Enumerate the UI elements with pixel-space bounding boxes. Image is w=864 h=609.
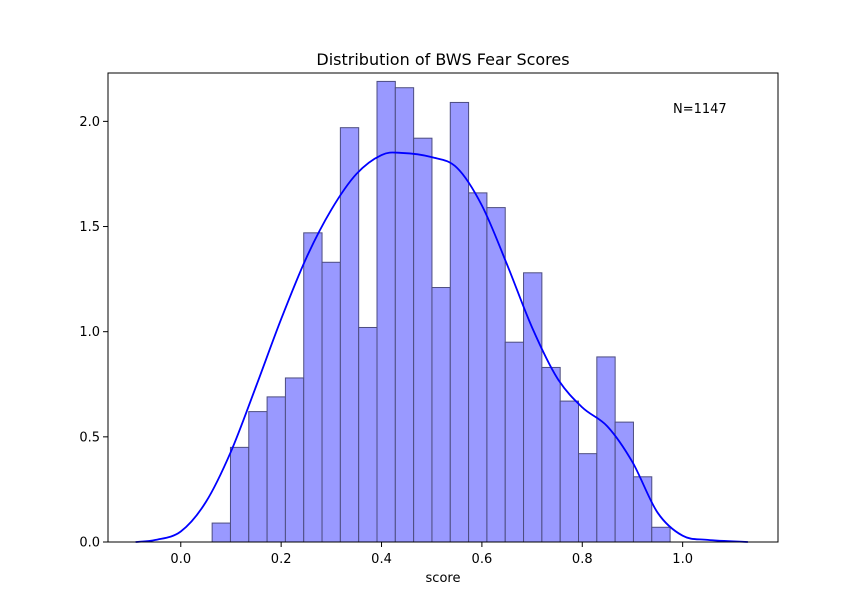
histogram-bar (284, 377, 305, 543)
y-tick-label: 0.0 (79, 536, 100, 551)
x-axis-label: score (426, 571, 461, 586)
y-tick-label: 1.5 (79, 220, 100, 235)
histogram-bar (376, 80, 396, 543)
histogram-bar (578, 453, 598, 543)
histogram-bar (229, 446, 250, 543)
y-tick-label: 0.5 (79, 430, 100, 445)
y-tick-label: 2.0 (79, 115, 100, 130)
histogram-bar (541, 366, 561, 543)
x-tick-label: 1.0 (672, 552, 693, 567)
histogram-bar (632, 476, 653, 543)
sample-size-annotation: N=1147 (673, 102, 727, 117)
x-tick-label: 0.2 (271, 552, 292, 567)
histogram-bars (211, 80, 671, 543)
x-tick-label: 0.0 (170, 552, 191, 567)
histogram-bar (468, 192, 488, 543)
histogram-bar (321, 261, 341, 543)
y-tick-label: 1.0 (79, 325, 100, 340)
y-axis-ticks: 0.0 0.5 1.0 1.5 2.0 (79, 115, 108, 551)
histogram-bar (266, 396, 286, 543)
histogram-bar (211, 522, 231, 543)
histogram-bar (559, 400, 580, 543)
plot-frame (107, 72, 779, 543)
histogram-bar (449, 101, 470, 543)
histogram-bar (651, 526, 671, 543)
x-tick-label: 0.8 (572, 552, 593, 567)
chart-title: Distribution of BWS Fear Scores (316, 50, 569, 69)
histogram-bar (596, 356, 616, 543)
x-axis-ticks: 0.0 0.2 0.4 0.6 0.8 1.0 (170, 542, 693, 567)
histogram-bar (303, 232, 323, 543)
histogram-bar (394, 87, 415, 543)
histogram-bar (431, 287, 451, 543)
axes (107, 72, 779, 543)
kde-curve (135, 151, 748, 543)
histogram-bar (504, 341, 525, 543)
histogram-bar (413, 137, 433, 543)
histogram-bar (486, 207, 506, 543)
x-tick-label: 0.6 (472, 552, 493, 567)
histogram-bar (248, 411, 268, 543)
x-tick-label: 0.4 (371, 552, 392, 567)
histogram-bar (358, 326, 378, 543)
